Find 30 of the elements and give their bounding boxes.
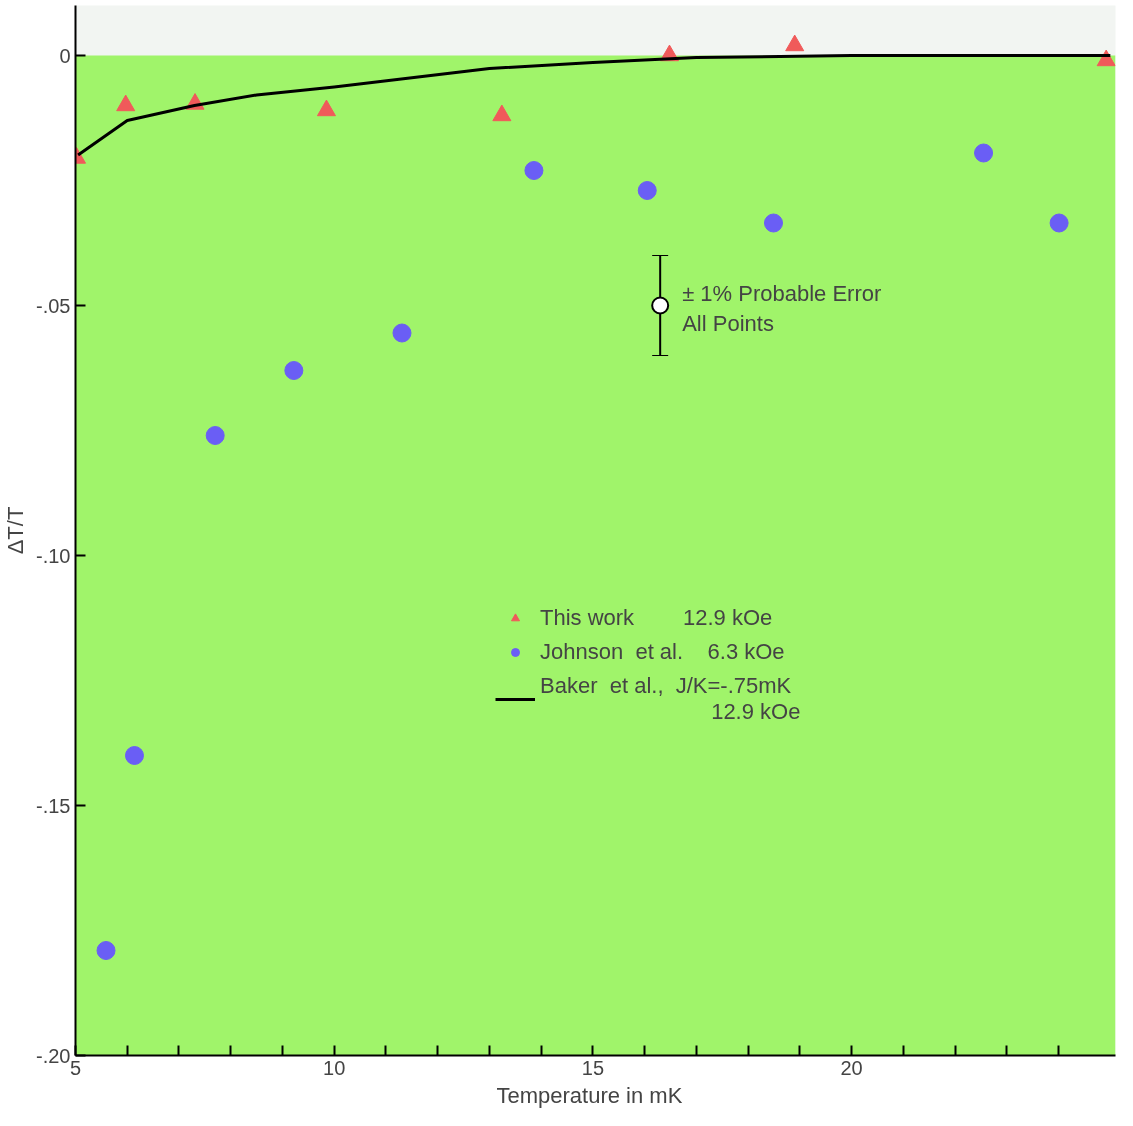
- x-axis-title: Temperature in mK: [496, 1082, 683, 1108]
- point: [492, 104, 512, 122]
- legend-label: This work 12.9 kOe: [540, 605, 773, 631]
- point: [124, 746, 144, 765]
- point: [1049, 213, 1069, 233]
- point: [524, 161, 544, 180]
- legend-label: Johnson et al. 6.3 kOe: [540, 639, 785, 665]
- y-tick-label: -.20: [36, 1044, 71, 1067]
- point: [637, 181, 657, 200]
- y-tick-label: -.10: [36, 544, 71, 567]
- legend-label: Baker et al., J/K=-.75mK 12.9 kOe: [540, 673, 801, 725]
- point: [651, 296, 670, 315]
- point: [205, 426, 225, 445]
- x-tick-label: 5: [69, 1056, 82, 1079]
- point: [763, 213, 783, 233]
- point: [284, 361, 304, 380]
- x-tick-label: 10: [323, 1056, 346, 1079]
- point: [96, 941, 116, 960]
- point: [785, 34, 805, 52]
- x-tick-label: 15: [581, 1056, 605, 1079]
- point: [116, 94, 136, 112]
- y-tick-label: 0: [59, 44, 71, 67]
- point: [316, 99, 336, 117]
- point: [974, 143, 994, 163]
- x-tick-label: 20: [840, 1056, 863, 1079]
- annotation: ± 1% Probable Error All Points: [682, 280, 882, 336]
- y-axis-title: ΔT/T: [3, 506, 29, 555]
- point: [392, 323, 412, 343]
- y-tick-label: -.05: [36, 294, 71, 317]
- y-tick-label: -.15: [36, 794, 71, 817]
